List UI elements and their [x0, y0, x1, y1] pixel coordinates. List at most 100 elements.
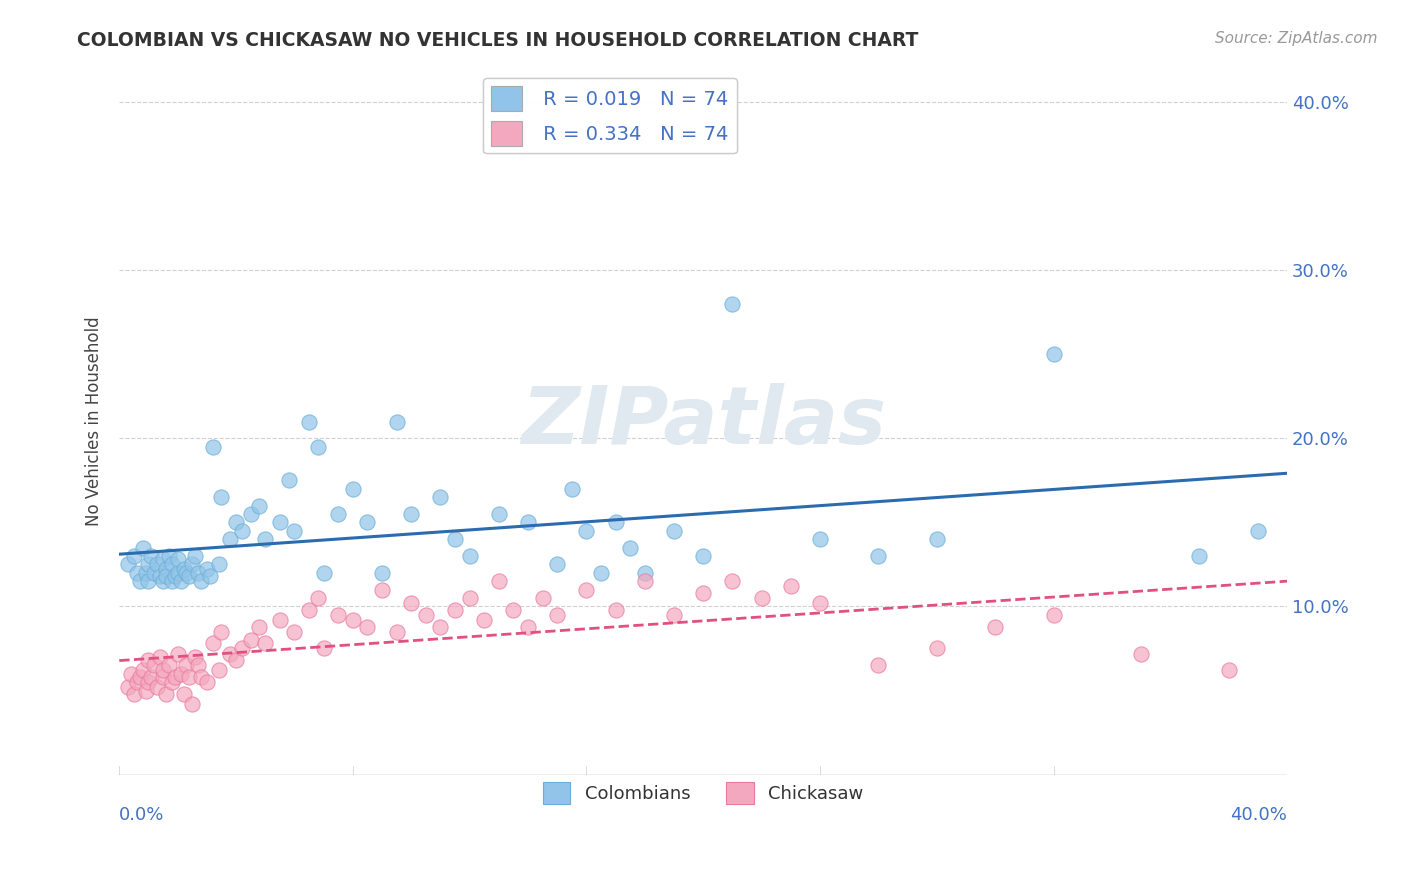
Point [371, 566, 394, 580]
Point [211, 624, 233, 639]
Point [589, 566, 612, 580]
Point [135, 683, 157, 698]
Point [575, 524, 598, 538]
Point [1042, 347, 1064, 361]
Point [239, 633, 262, 648]
Point [385, 415, 408, 429]
Point [122, 687, 145, 701]
Legend:  R = 0.019   N = 74,  R = 0.334   N = 74: R = 0.019 N = 74, R = 0.334 N = 74 [482, 78, 737, 153]
Point [128, 574, 150, 589]
Point [328, 607, 350, 622]
Point [1218, 664, 1240, 678]
Point [444, 533, 467, 547]
Point [195, 562, 218, 576]
Point [176, 658, 198, 673]
Point [472, 613, 495, 627]
Point [120, 666, 142, 681]
Point [488, 507, 510, 521]
Point [277, 474, 299, 488]
Point [198, 569, 221, 583]
Point [399, 507, 422, 521]
Point [166, 647, 188, 661]
Point [155, 562, 177, 576]
Point [1042, 607, 1064, 622]
Point [1247, 524, 1270, 538]
Point [298, 603, 321, 617]
Point [149, 649, 172, 664]
Point [458, 591, 481, 605]
Point [1188, 549, 1211, 563]
Point [269, 516, 291, 530]
Point [163, 670, 186, 684]
Point [131, 664, 153, 678]
Point [163, 569, 186, 583]
Point [160, 675, 183, 690]
Point [605, 603, 627, 617]
Point [155, 687, 177, 701]
Point [721, 297, 744, 311]
Text: ZIPatlas: ZIPatlas [520, 383, 886, 460]
Point [176, 566, 198, 580]
Point [141, 670, 163, 684]
Point [868, 658, 890, 673]
Point [385, 624, 408, 639]
Point [152, 664, 174, 678]
Point [143, 566, 166, 580]
Point [307, 591, 329, 605]
Point [298, 415, 321, 429]
Point [561, 482, 583, 496]
Point [138, 574, 160, 589]
Point [312, 566, 335, 580]
Point [249, 620, 271, 634]
Text: COLOMBIAN VS CHICKASAW NO VEHICLES IN HOUSEHOLD CORRELATION CHART: COLOMBIAN VS CHICKASAW NO VEHICLES IN HO… [77, 31, 918, 50]
Point [925, 533, 948, 547]
Point [201, 440, 224, 454]
Point [173, 562, 195, 576]
Point [125, 675, 148, 690]
Point [283, 624, 305, 639]
Point [269, 613, 291, 627]
Point [211, 490, 233, 504]
Point [166, 566, 188, 580]
Point [721, 574, 744, 589]
Point [157, 549, 180, 563]
Point [225, 516, 247, 530]
Point [254, 636, 277, 650]
Point [239, 507, 262, 521]
Point [160, 558, 183, 572]
Point [207, 664, 229, 678]
Point [219, 647, 242, 661]
Point [146, 558, 169, 572]
Point [546, 558, 568, 572]
Point [444, 603, 467, 617]
Point [415, 607, 437, 622]
Point [312, 641, 335, 656]
Point [619, 541, 641, 555]
Point [925, 641, 948, 656]
Text: 0.0%: 0.0% [120, 806, 165, 824]
Point [328, 507, 350, 521]
Point [128, 670, 150, 684]
Point [1130, 647, 1153, 661]
Point [181, 558, 204, 572]
Point [751, 591, 773, 605]
Point [779, 579, 801, 593]
Point [249, 499, 271, 513]
Point [117, 680, 139, 694]
Point [231, 641, 253, 656]
Point [152, 574, 174, 589]
Point [141, 549, 163, 563]
Point [179, 569, 201, 583]
Point [662, 607, 685, 622]
Point [184, 549, 207, 563]
Point [634, 574, 657, 589]
Text: Source: ZipAtlas.com: Source: ZipAtlas.com [1215, 31, 1378, 46]
Point [187, 566, 209, 580]
Point [283, 524, 305, 538]
Point [225, 653, 247, 667]
Point [371, 582, 394, 597]
Point [169, 574, 191, 589]
Point [135, 566, 157, 580]
Point [488, 574, 510, 589]
Point [692, 586, 714, 600]
